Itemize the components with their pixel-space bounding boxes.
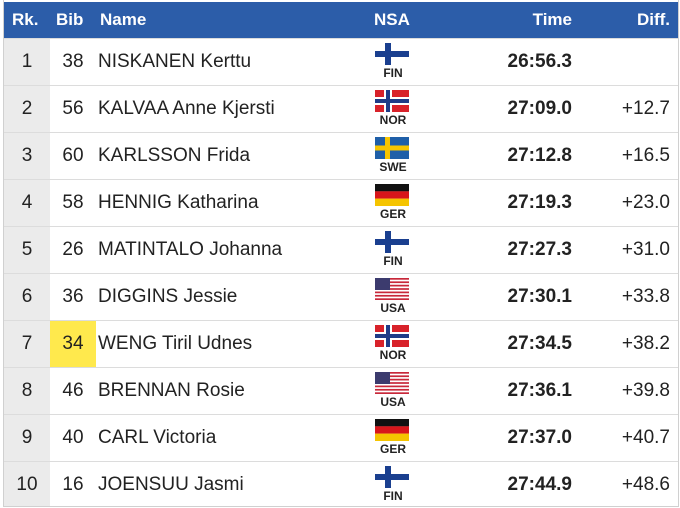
flag [375, 184, 409, 206]
table-row: 10 16 JOENSUU Jasmi FIN 27:44.9 +48.6 [4, 461, 678, 506]
bib-cell: 40 [62, 427, 84, 448]
flag [375, 466, 409, 488]
header-cell: Diff. [636, 10, 670, 29]
time-cell: 27:37.0 [507, 427, 572, 448]
bib-cell: 26 [62, 239, 84, 260]
bib-cell: 58 [62, 192, 84, 213]
flag [375, 278, 409, 301]
rank-cell: 8 [4, 368, 50, 414]
rank-cell: 9 [4, 415, 50, 461]
flag [375, 372, 409, 395]
bib-cell: 60 [62, 145, 84, 166]
bib-cell: 46 [62, 380, 84, 401]
time-cell: 27:19.3 [507, 192, 572, 213]
diff-cell: +38.2 [621, 333, 670, 354]
table-row: 9 40 CARL Victoria GER 27:37.0 +40.7 [4, 414, 678, 461]
header-cell: Name [100, 10, 147, 29]
nsa-code: NOR [379, 113, 407, 127]
name-cell: KALVAA Anne Kjersti [98, 98, 275, 119]
bib-cell: 34 [50, 321, 96, 367]
flag [375, 325, 409, 347]
flag-icon [375, 372, 409, 399]
flag-icon [375, 466, 409, 493]
diff-cell: +33.8 [621, 286, 670, 307]
diff-cell: +39.8 [621, 380, 670, 401]
nsa-code: USA [380, 301, 406, 315]
time-cell: 27:34.5 [507, 333, 572, 354]
bib-cell: 38 [62, 51, 84, 72]
flag-icon [375, 325, 409, 352]
table-row: 3 60 KARLSSON Frida SWE 27:12.8 +16.5 [4, 132, 678, 179]
flag-icon [375, 137, 409, 164]
nsa-code: SWE [379, 160, 407, 174]
flag-icon [375, 231, 409, 258]
header-cell: NSA [374, 10, 410, 29]
flag [375, 90, 409, 112]
rank-cell: 10 [4, 462, 50, 506]
name-cell: DIGGINS Jessie [98, 286, 238, 307]
bib-cell: 36 [62, 286, 84, 307]
time-cell: 27:30.1 [507, 286, 572, 307]
name-cell: KARLSSON Frida [98, 145, 251, 166]
rank-cell: 2 [4, 86, 50, 132]
time-cell: 26:56.3 [507, 51, 572, 72]
diff-cell: +12.7 [621, 98, 670, 119]
diff-cell: +16.5 [621, 145, 670, 166]
flag-icon [375, 184, 409, 211]
nsa-code: FIN [383, 66, 403, 80]
table-row: 4 58 HENNIG Katharina GER 27:19.3 +23.0 [4, 179, 678, 226]
flag-icon [375, 90, 409, 117]
table-row: 1 38 NISKANEN Kerttu FIN 26:56.3 [4, 38, 678, 85]
diff-cell: +31.0 [621, 239, 670, 260]
time-cell: 27:44.9 [507, 474, 572, 495]
rank-cell: 1 [4, 39, 50, 85]
rank-cell: 4 [4, 180, 50, 226]
nsa-code: FIN [383, 254, 403, 268]
name-cell: BRENNAN Rosie [98, 380, 245, 401]
flag-icon [375, 278, 409, 305]
diff-cell: +40.7 [621, 427, 670, 448]
nsa-code: NOR [379, 348, 407, 362]
table-row: 6 36 DIGGINS Jessie USA 27:30.1 +33.8 [4, 273, 678, 320]
name-cell: WENG Tiril Udnes [98, 333, 253, 354]
header-cell: Time [532, 10, 572, 29]
flag-icon [375, 419, 409, 446]
name-cell: HENNIG Katharina [98, 192, 259, 213]
name-cell: JOENSUU Jasmi [98, 474, 244, 495]
diff-cell: +23.0 [621, 192, 670, 213]
rank-cell: 6 [4, 274, 50, 320]
header-cell: Rk. [12, 10, 39, 29]
time-cell: 27:27.3 [507, 239, 572, 260]
flag [375, 43, 409, 65]
time-cell: 27:12.8 [507, 145, 572, 166]
header-row: Rk. Bib Name NSA Time Diff. [4, 2, 678, 38]
nsa-code: GER [379, 207, 406, 221]
diff-cell: +48.6 [621, 474, 670, 495]
table-row: 5 26 MATINTALO Johanna FIN 27:27.3 +31.0 [4, 226, 678, 273]
rank-cell: 3 [4, 133, 50, 179]
nsa-code: GER [379, 442, 406, 456]
bib-cell: 16 [62, 474, 84, 495]
flag [375, 419, 409, 441]
table-row: 2 56 KALVAA Anne Kjersti NOR 27:09.0 +12.7 [4, 85, 678, 132]
rank-cell: 7 [4, 321, 50, 367]
bib-cell: 56 [62, 98, 84, 119]
table-row: 7 34 WENG Tiril Udnes NOR 27:34.5 +38.2 [4, 320, 678, 367]
nsa-code: USA [380, 395, 406, 409]
table-row: 8 46 BRENNAN Rosie USA 27:36.1 +39.8 [4, 367, 678, 414]
time-cell: 27:36.1 [507, 380, 572, 401]
flag-icon [375, 43, 409, 70]
name-cell: NISKANEN Kerttu [98, 51, 252, 72]
header-cell: Bib [56, 10, 84, 29]
flag [375, 231, 409, 253]
name-cell: MATINTALO Johanna [98, 239, 283, 260]
time-cell: 27:09.0 [507, 98, 572, 119]
name-cell: CARL Victoria [98, 427, 217, 448]
results-table: Rk. Bib Name NSA Time Diff. 1 38 NISKANEN … [3, 0, 679, 507]
rank-cell: 5 [4, 227, 50, 273]
flag [375, 137, 409, 159]
nsa-code: FIN [383, 489, 403, 503]
